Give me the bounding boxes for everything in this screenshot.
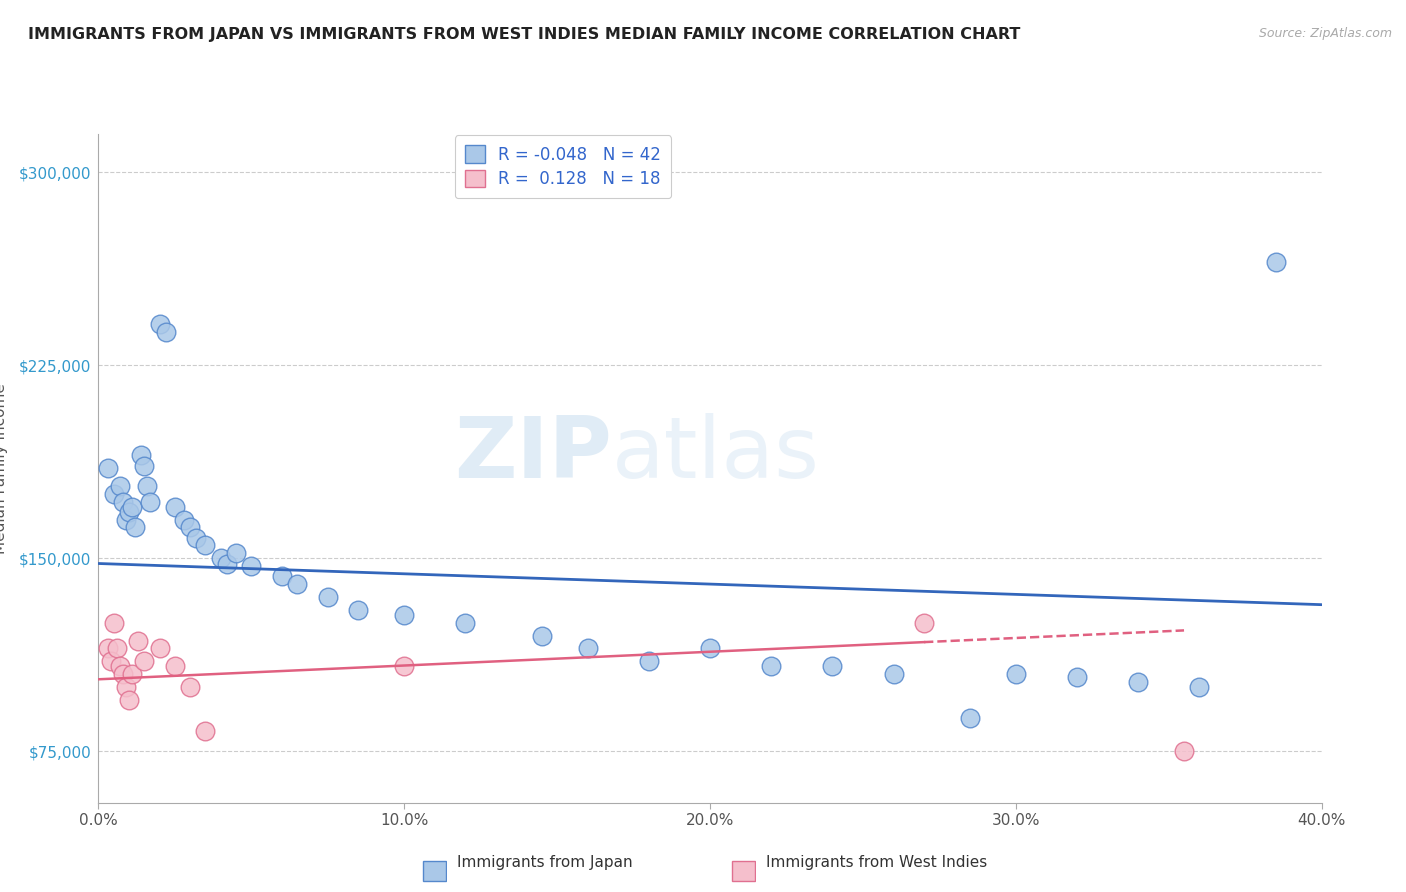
Point xyxy=(118,505,141,519)
Point xyxy=(392,607,416,622)
Legend: R = -0.048   N = 42, R =  0.128   N = 18: R = -0.048 N = 42, R = 0.128 N = 18 xyxy=(456,136,671,198)
Point xyxy=(316,590,339,604)
Text: Immigrants from West Indies: Immigrants from West Indies xyxy=(766,855,987,870)
Point xyxy=(97,641,120,656)
Point xyxy=(454,615,477,630)
Point xyxy=(637,654,661,668)
Point xyxy=(134,654,156,668)
Point xyxy=(959,711,981,725)
Point xyxy=(115,680,138,694)
Point xyxy=(270,569,294,583)
Text: IMMIGRANTS FROM JAPAN VS IMMIGRANTS FROM WEST INDIES MEDIAN FAMILY INCOME CORREL: IMMIGRANTS FROM JAPAN VS IMMIGRANTS FROM… xyxy=(28,27,1021,42)
Y-axis label: Median Family Income: Median Family Income xyxy=(0,383,8,554)
Point xyxy=(1128,674,1150,689)
Point xyxy=(155,325,177,339)
Point xyxy=(392,659,416,673)
Point xyxy=(118,693,141,707)
Point xyxy=(530,629,553,643)
Point xyxy=(103,487,125,501)
Point xyxy=(912,615,935,630)
Point xyxy=(761,659,783,673)
FancyBboxPatch shape xyxy=(423,861,446,880)
Point xyxy=(576,641,599,656)
Point xyxy=(209,551,232,566)
Point xyxy=(163,500,186,514)
Point xyxy=(100,654,122,668)
Point xyxy=(115,513,138,527)
Point xyxy=(103,615,125,630)
Point xyxy=(105,641,128,656)
Point xyxy=(347,603,370,617)
Point xyxy=(173,513,195,527)
Point xyxy=(194,723,217,738)
Point xyxy=(139,495,162,509)
Point xyxy=(163,659,186,673)
Point xyxy=(240,559,263,574)
Point xyxy=(108,479,131,493)
Text: ZIP: ZIP xyxy=(454,413,612,497)
Point xyxy=(121,667,143,681)
Point xyxy=(97,461,120,475)
Text: Source: ZipAtlas.com: Source: ZipAtlas.com xyxy=(1258,27,1392,40)
Point xyxy=(285,577,308,591)
Point xyxy=(149,317,172,331)
Point xyxy=(149,641,172,656)
FancyBboxPatch shape xyxy=(733,861,755,880)
Point xyxy=(883,667,905,681)
Point xyxy=(129,449,152,463)
Point xyxy=(1264,255,1286,269)
Point xyxy=(108,659,131,673)
Point xyxy=(124,520,146,534)
Point xyxy=(1066,670,1088,684)
Point xyxy=(186,531,208,545)
Point xyxy=(111,667,134,681)
Point xyxy=(225,546,247,560)
Text: Immigrants from Japan: Immigrants from Japan xyxy=(457,855,633,870)
Point xyxy=(134,458,156,473)
Point xyxy=(1188,680,1211,694)
Point xyxy=(1173,744,1195,758)
Point xyxy=(136,479,159,493)
Point xyxy=(194,539,217,553)
Point xyxy=(127,633,149,648)
Point xyxy=(699,641,721,656)
Point xyxy=(121,500,143,514)
Point xyxy=(179,520,201,534)
Text: atlas: atlas xyxy=(612,413,820,497)
Point xyxy=(1004,667,1026,681)
Point xyxy=(179,680,201,694)
Point xyxy=(215,557,238,571)
Point xyxy=(821,659,844,673)
Point xyxy=(111,495,134,509)
